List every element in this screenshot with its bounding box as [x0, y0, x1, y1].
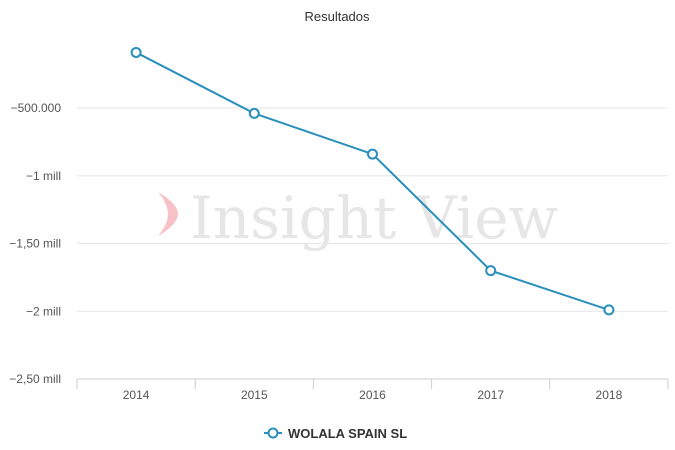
x-tick-label: 2014 — [123, 388, 150, 402]
gridlines — [77, 107, 668, 312]
data-point[interactable] — [130, 46, 142, 58]
data-point[interactable] — [485, 265, 497, 277]
y-tick-label: −2 mill — [26, 304, 61, 318]
y-axis-labels: −500.000 −1 mill −1,50 mill −2 mill −2,50 mi… — [9, 101, 61, 386]
legend-label[interactable]: WOLALA SPAIN SL — [288, 426, 407, 441]
watermark-chevron-icon — [158, 192, 178, 236]
y-tick-label: −1,50 mill — [9, 237, 61, 251]
x-tick-label: 2016 — [359, 388, 386, 402]
data-point[interactable] — [367, 148, 378, 160]
series-line — [135, 51, 610, 311]
data-point[interactable] — [603, 304, 615, 316]
series-wolala-spain-sl[interactable] — [130, 46, 615, 316]
x-tick-label: 2017 — [477, 388, 504, 402]
y-tick-label: −500.000 — [11, 101, 62, 115]
y-tick-label: −1 mill — [26, 169, 61, 183]
insight-view-watermark: Insight View — [158, 184, 558, 252]
data-point[interactable] — [248, 107, 260, 119]
x-axis: 2014 2015 2016 2017 2018 — [76, 378, 669, 402]
y-tick-label: −2,50 mill — [9, 372, 61, 386]
legend-marker-icon — [267, 427, 279, 439]
legend[interactable]: WOLALA SPAIN SL — [264, 426, 407, 441]
x-tick-label: 2015 — [241, 388, 268, 402]
watermark-text: Insight View — [190, 184, 558, 252]
chart-title: Resultados — [304, 9, 370, 24]
x-tick-label: 2018 — [596, 388, 623, 402]
